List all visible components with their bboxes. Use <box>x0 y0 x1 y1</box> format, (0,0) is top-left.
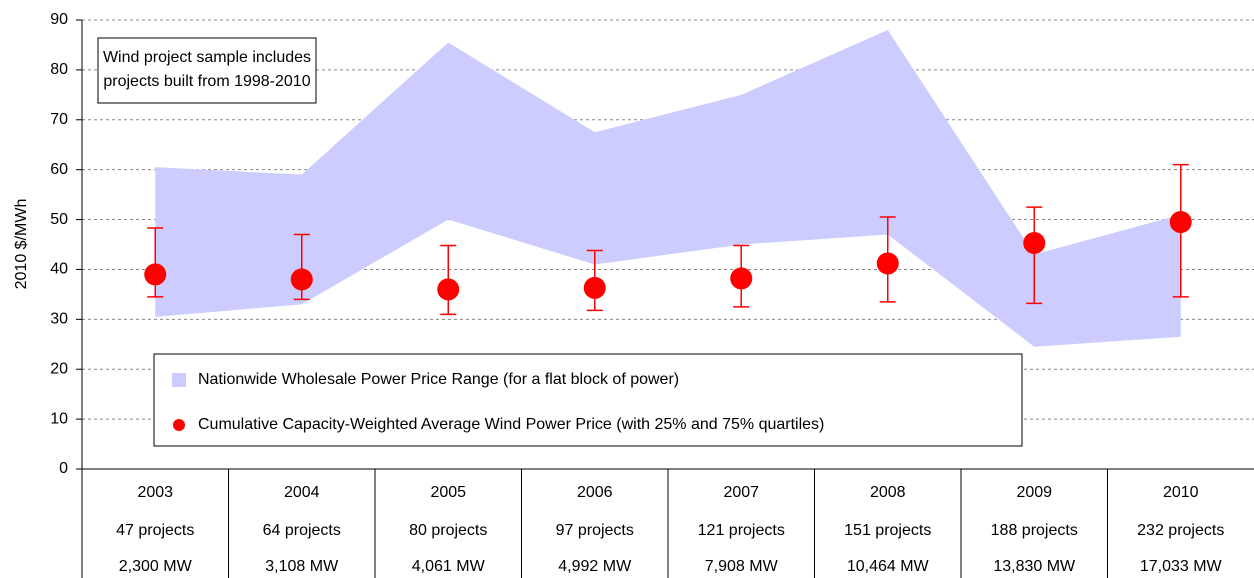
x-tick-label: 2004 <box>284 484 320 501</box>
legend-label: Cumulative Capacity-Weighted Average Win… <box>198 416 824 433</box>
annotation-box <box>97 37 317 104</box>
y-axis-label: 2010 $/MWh <box>13 199 30 290</box>
capacity: 2,300 MW <box>119 558 193 575</box>
price-dot <box>290 268 313 291</box>
price-dot <box>144 263 167 286</box>
y-tick-label: 40 <box>50 261 68 278</box>
project-count: 188 projects <box>991 522 1078 539</box>
capacity: 4,061 MW <box>412 558 486 575</box>
price-dot <box>730 267 753 290</box>
legend-swatch <box>172 373 186 387</box>
y-tick-label: 20 <box>50 360 68 377</box>
y-tick-label: 60 <box>50 161 68 178</box>
project-count: 80 projects <box>409 522 487 539</box>
legend-label: Nationwide Wholesale Power Price Range (… <box>198 371 679 388</box>
capacity: 13,830 MW <box>993 558 1076 575</box>
y-tick-label: 80 <box>50 61 68 78</box>
price-dot <box>583 276 606 299</box>
y-tick-label: 50 <box>50 211 68 228</box>
legend-swatch <box>173 419 185 431</box>
x-tick-label: 2007 <box>723 484 759 501</box>
x-tick-label: 2009 <box>1016 484 1052 501</box>
y-tick-label: 10 <box>50 410 68 427</box>
project-count: 121 projects <box>698 522 785 539</box>
capacity: 7,908 MW <box>705 558 779 575</box>
annotation: projects built from 1998-2010 <box>103 73 310 90</box>
price-dot <box>437 278 460 301</box>
x-tick-label: 2010 <box>1163 484 1199 501</box>
y-tick-label: 90 <box>50 11 68 28</box>
annotation: Wind project sample includes <box>103 49 311 66</box>
y-tick-label: 0 <box>59 460 68 477</box>
project-count: 47 projects <box>116 522 194 539</box>
x-tick-label: 2006 <box>577 484 613 501</box>
y-tick-label: 70 <box>50 111 68 128</box>
legend <box>153 353 1023 447</box>
capacity: 17,033 MW <box>1140 558 1223 575</box>
project-count: 97 projects <box>556 522 634 539</box>
capacity: 3,108 MW <box>265 558 339 575</box>
price-range-area <box>155 29 1181 347</box>
x-tick-label: 2003 <box>137 484 173 501</box>
price-dot <box>1169 211 1192 234</box>
x-tick-label: 2008 <box>870 484 906 501</box>
capacity: 4,992 MW <box>558 558 632 575</box>
x-tick-label: 2005 <box>430 484 466 501</box>
project-count: 151 projects <box>844 522 931 539</box>
price-dot <box>876 252 899 275</box>
y-tick-label: 30 <box>50 311 68 328</box>
project-count: 64 projects <box>263 522 341 539</box>
project-count: 232 projects <box>1137 522 1224 539</box>
capacity: 10,464 MW <box>847 558 930 575</box>
price-dot <box>1023 232 1046 255</box>
